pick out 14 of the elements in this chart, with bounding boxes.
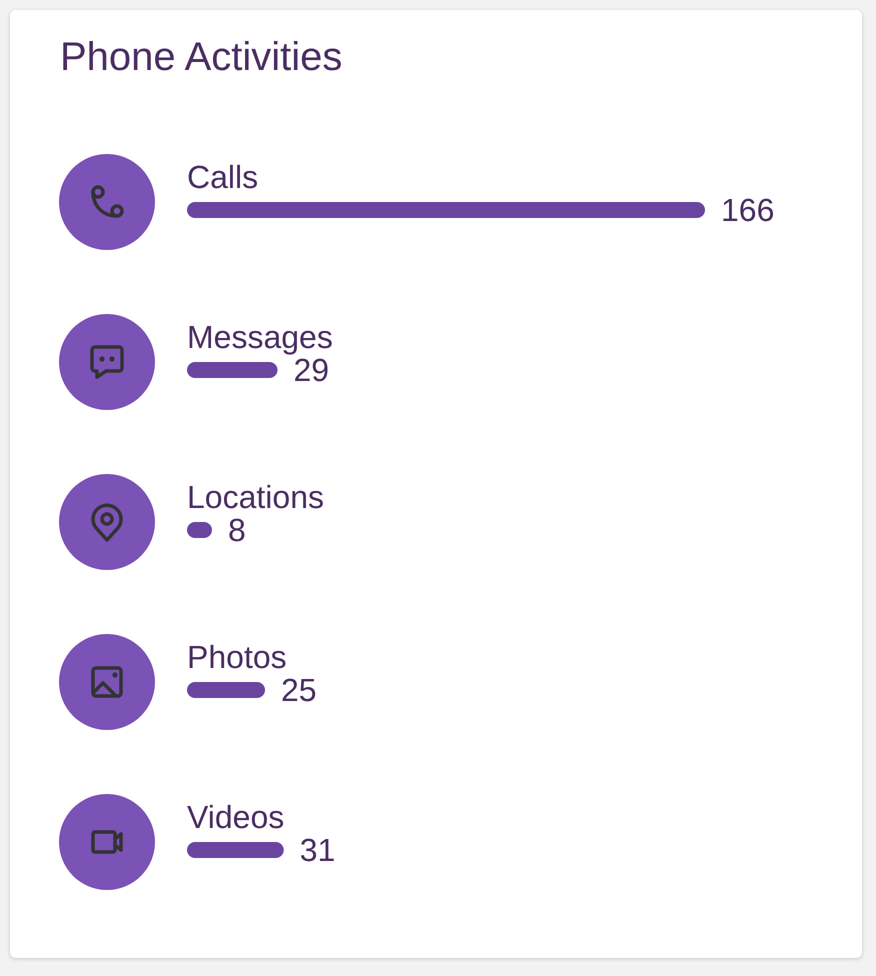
data-label: 31 (300, 832, 336, 868)
data-label: 8 (228, 512, 246, 548)
y-tick-label: Calls (187, 159, 258, 195)
bar (187, 682, 266, 698)
data-label: 25 (281, 672, 317, 708)
bar (187, 842, 284, 858)
y-tick-label: Messages (187, 319, 333, 355)
y-tick-label: Photos (187, 639, 287, 675)
bar (187, 362, 278, 378)
data-label: 166 (721, 192, 774, 228)
y-tick-label: Locations (187, 479, 324, 515)
y-tick-label: Videos (187, 799, 284, 835)
bar (187, 202, 705, 218)
chart-title: Phone Activities (60, 35, 342, 79)
